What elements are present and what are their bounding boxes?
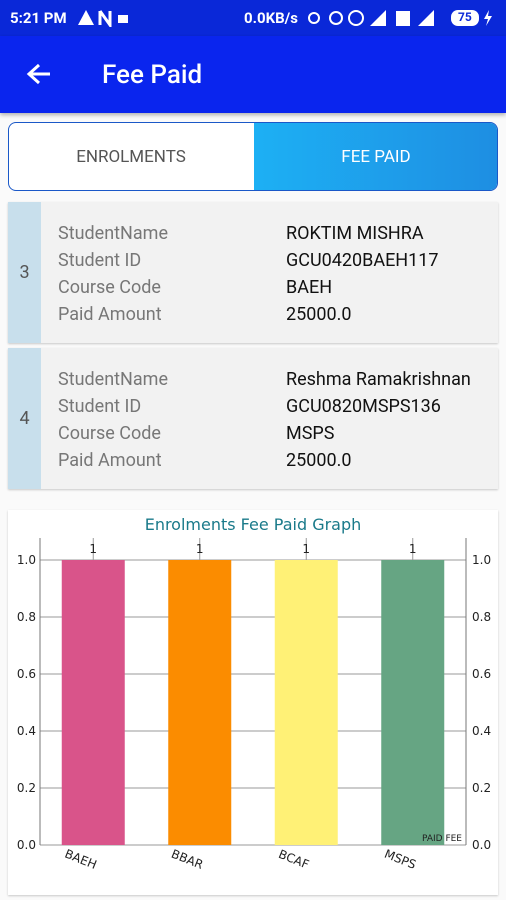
field-value: ROKTIM MISHRA	[286, 223, 424, 244]
battery-level: 75	[458, 10, 472, 24]
field-label: Paid Amount	[58, 450, 162, 471]
field-value: 25000.0	[286, 450, 352, 471]
tab[interactable]: ENROLMENTS	[76, 146, 186, 167]
field-value: MSPS	[286, 423, 335, 444]
time: 5:21 PM	[10, 9, 67, 27]
field-label: Student ID	[58, 250, 142, 271]
status-icons	[78, 10, 128, 27]
value-label: 1	[302, 542, 310, 556]
y-tick-label: 0.4	[17, 724, 36, 738]
field-label: Course Code	[58, 277, 161, 298]
y-tick-label: 0.8	[17, 610, 36, 624]
field-value: Reshma Ramakrishnan	[286, 369, 471, 390]
y-tick-label: 1.0	[17, 553, 36, 567]
legend-label: PAID FEE	[422, 834, 462, 844]
value-label: 1	[89, 542, 97, 556]
field-label: StudentName	[58, 369, 168, 390]
y-tick-label: 0.2	[17, 781, 36, 795]
value-label: 1	[196, 542, 204, 556]
chart: Enrolments Fee Paid Graph 0.0 0.0 0.2 0.2 0.4…	[17, 515, 491, 872]
bar	[381, 560, 445, 845]
network-speed: 0.0KB/s	[244, 9, 298, 27]
field-label: StudentName	[58, 223, 168, 244]
field-label: Paid Amount	[58, 304, 162, 325]
app-title: Fee Paid	[102, 60, 203, 90]
y2-tick-label: 0.6	[472, 667, 491, 681]
record-card: 4 StudentName Reshma Ramakrishnan Student I…	[8, 348, 498, 489]
field-value: GCU0820MSPS136	[286, 396, 441, 417]
chart-title: Enrolments Fee Paid Graph	[145, 515, 362, 534]
tab-active[interactable]: FEE PAID	[254, 123, 497, 190]
record-index: 4	[8, 348, 41, 489]
y2-tick-label: 0.0	[472, 838, 491, 852]
chart-card: Enrolments Fee Paid Graph 0.0 0.0 0.2 0.2 0.4…	[8, 510, 498, 895]
field-value: BAEH	[286, 277, 333, 298]
y-tick-label: 0.0	[17, 838, 36, 852]
status-bar: 5:21 PM 0.0KB/s 75	[0, 0, 506, 36]
field-label: Student ID	[58, 396, 142, 417]
record-card: 3 StudentName ROKTIM MISHRA Student ID GCU04…	[8, 202, 498, 343]
value-label: 1	[409, 542, 417, 556]
bar	[168, 560, 232, 845]
y2-tick-label: 0.4	[472, 724, 491, 738]
field-value: GCU0420BAEH117	[286, 250, 439, 271]
y2-tick-label: 1.0	[472, 553, 491, 567]
y2-tick-label: 0.2	[472, 781, 491, 795]
y-tick-label: 0.6	[17, 667, 36, 681]
bar	[61, 560, 125, 845]
x-tick-label: MSPS	[382, 847, 418, 872]
x-tick-label: BCAF	[277, 847, 312, 872]
back-button[interactable]	[26, 62, 52, 86]
x-tick-label: BAEH	[63, 847, 99, 872]
x-tick-label: BBAR	[169, 847, 205, 872]
status-icons-right	[308, 10, 492, 26]
tab-bar: ENROLMENTS FEE PAID	[8, 122, 498, 191]
record-index: 3	[8, 202, 41, 343]
field-value: 25000.0	[286, 304, 352, 325]
y2-tick-label: 0.8	[472, 610, 491, 624]
bar	[274, 560, 338, 845]
app-bar: Fee Paid	[0, 36, 506, 113]
field-label: Course Code	[58, 423, 161, 444]
